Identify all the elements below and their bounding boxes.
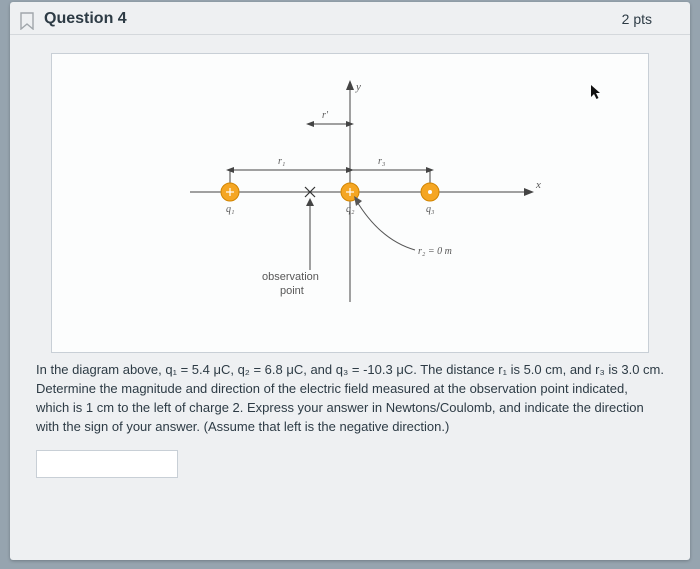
observation-label-2: point: [280, 285, 304, 297]
answer-input[interactable]: [36, 450, 178, 478]
r2-label: r₂ = 0 m: [418, 246, 452, 257]
observation-label-1: observation: [262, 271, 319, 283]
question-title: Question 4: [44, 10, 127, 28]
cursor-icon: [590, 84, 602, 100]
r1-label: r₁: [278, 156, 285, 167]
q2-label: q₂: [346, 204, 355, 215]
r-prime-label: r': [322, 110, 329, 121]
question-points: 2 pts: [622, 11, 670, 27]
question-card: Question 4 2 pts y x: [10, 2, 690, 560]
q1-label: q₁: [226, 204, 234, 215]
charge-q3: q₃: [421, 183, 439, 215]
y-axis-label: y: [355, 81, 361, 93]
question-header: Question 4 2 pts: [10, 2, 690, 35]
r3-label: r₃: [378, 156, 386, 167]
bookmark-icon[interactable]: [20, 12, 34, 30]
charge-diagram: y x r' r₁: [150, 72, 550, 312]
q3-label: q₃: [426, 204, 435, 215]
problem-text: In the diagram above, q₁ = 5.4 μC, q₂ = …: [36, 361, 664, 436]
charge-q1: q₁: [221, 183, 239, 215]
figure-box: y x r' r₁: [51, 53, 649, 353]
question-content: y x r' r₁: [10, 35, 690, 496]
x-axis-label: x: [535, 179, 541, 191]
